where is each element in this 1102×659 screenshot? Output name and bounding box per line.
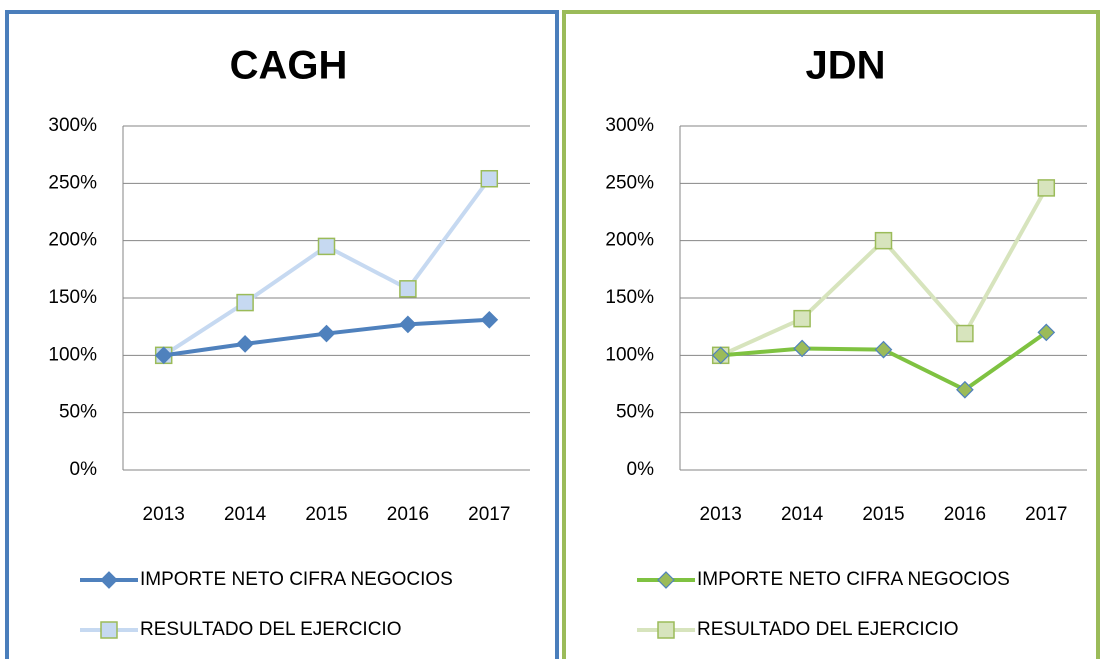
y-tick-label: 200% — [48, 230, 97, 251]
y-tick-label: 250% — [48, 172, 97, 193]
x-tick-label: 2013 — [700, 504, 742, 525]
legend-label: RESULTADO DEL EJERCICIO — [697, 619, 958, 640]
panel-border — [562, 10, 1100, 659]
data-point — [711, 346, 730, 365]
data-point — [317, 324, 336, 343]
legend-marker — [100, 571, 118, 589]
y-tick-label: 150% — [48, 287, 97, 308]
y-tick-label: 0% — [627, 459, 655, 480]
data-point — [793, 339, 811, 358]
y-tick-label: 250% — [605, 172, 654, 193]
legend-marker — [100, 621, 118, 639]
y-tick-label: 200% — [605, 230, 654, 251]
y-tick-label: 150% — [605, 287, 654, 308]
x-tick-label: 2013 — [143, 504, 185, 525]
data-point — [480, 169, 499, 188]
legend-marker — [657, 571, 675, 589]
legend-marker — [657, 621, 675, 639]
panel-border — [5, 10, 559, 659]
data-point — [874, 340, 893, 359]
y-tick-label: 300% — [48, 115, 97, 136]
data-point — [236, 335, 254, 353]
x-tick-label: 2015 — [862, 504, 904, 525]
data-point — [480, 310, 499, 329]
data-point — [874, 231, 893, 250]
x-tick-label: 2016 — [387, 504, 429, 525]
x-tick-label: 2014 — [781, 504, 824, 525]
data-point — [399, 280, 417, 298]
chart-title: JDN — [805, 44, 885, 88]
x-tick-label: 2014 — [224, 504, 267, 525]
y-tick-label: 50% — [616, 402, 654, 423]
data-point — [1037, 179, 1056, 197]
y-tick-label: 100% — [605, 344, 654, 365]
legend-label: RESULTADO DEL EJERCICIO — [140, 619, 401, 640]
series-line — [719, 186, 1049, 358]
data-point — [317, 237, 336, 256]
legend-label: IMPORTE NETO CIFRA NEGOCIOS — [697, 569, 1010, 590]
data-point — [793, 309, 811, 328]
x-tick-label: 2015 — [305, 504, 347, 525]
data-point — [154, 346, 173, 365]
x-tick-label: 2017 — [1025, 504, 1067, 525]
y-tick-label: 100% — [48, 344, 97, 365]
data-point — [399, 315, 417, 334]
data-point — [956, 380, 974, 399]
y-tick-label: 300% — [605, 115, 654, 136]
x-tick-label: 2016 — [944, 504, 986, 525]
data-point — [956, 324, 974, 343]
x-tick-label: 2017 — [468, 504, 510, 525]
chart-title: CAGH — [230, 44, 348, 88]
legend-label: IMPORTE NETO CIFRA NEGOCIOS — [140, 569, 453, 590]
data-point — [236, 293, 254, 312]
y-tick-label: 0% — [70, 459, 98, 480]
y-tick-label: 50% — [59, 402, 97, 423]
data-point — [1037, 323, 1056, 342]
